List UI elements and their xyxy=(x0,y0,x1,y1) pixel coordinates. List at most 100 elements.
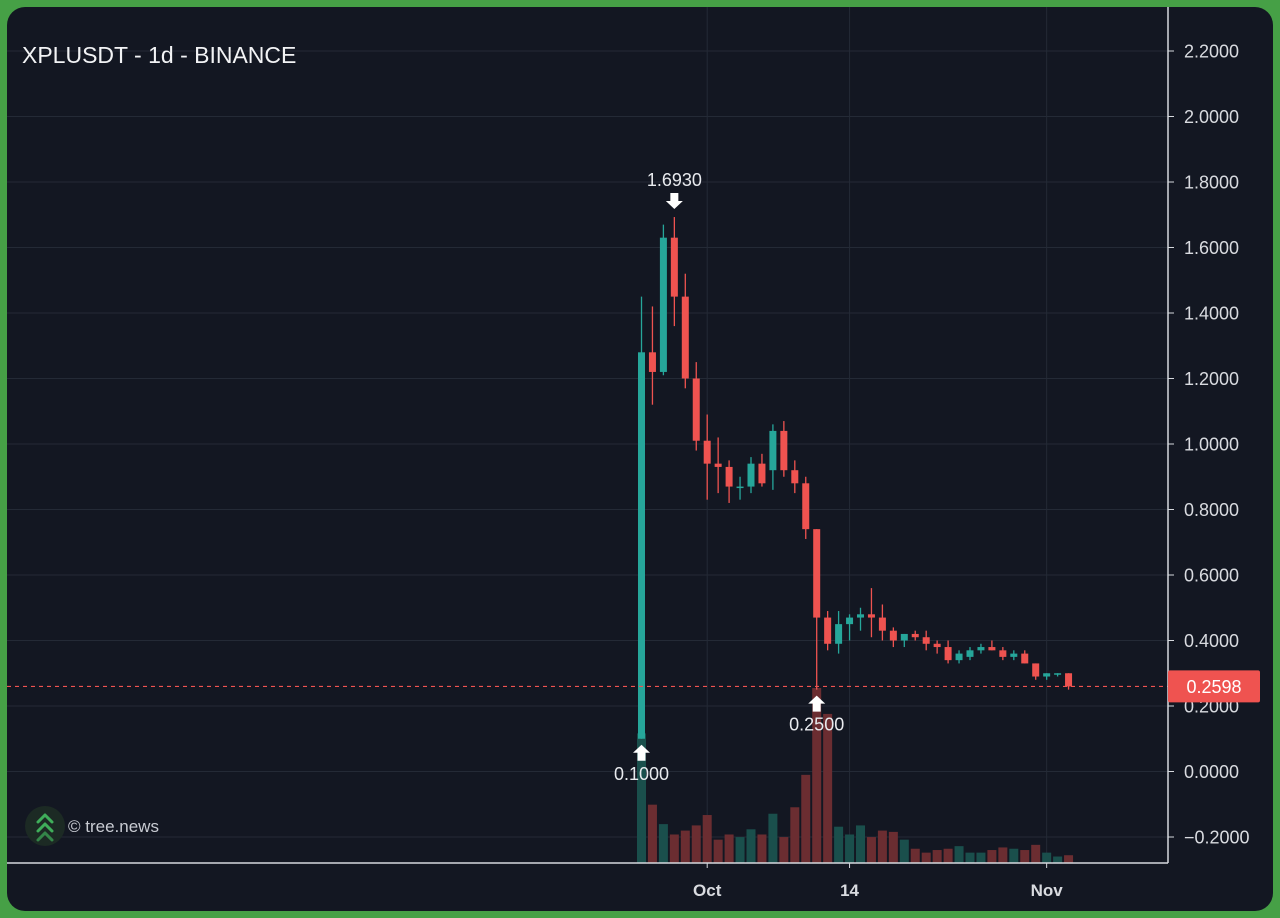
candle-body-down xyxy=(988,647,996,651)
candle-body-up xyxy=(1043,673,1051,677)
price-tick-label: 1.8000 xyxy=(1184,173,1239,193)
price-tick-label: 0.4000 xyxy=(1184,631,1239,651)
volume-bar xyxy=(790,807,800,863)
candle-body-down xyxy=(692,378,700,441)
volume-bar xyxy=(943,848,953,863)
candle-body-down xyxy=(725,466,733,487)
price-tick-label: 1.2000 xyxy=(1184,369,1239,389)
candle-body-up xyxy=(955,653,963,661)
volume-bar xyxy=(976,852,986,863)
price-tick-label: 1.0000 xyxy=(1184,435,1239,455)
candle-body-down xyxy=(878,617,886,631)
volume-bar xyxy=(1064,855,1074,863)
candlestick-chart: 1.6930 0.1000 0.2500 2.2000 2.0000 1.8000 1… xyxy=(7,7,1260,900)
annotation-low-label: 0.2500 xyxy=(789,715,844,735)
volume-bar xyxy=(746,829,756,863)
candle-body-up xyxy=(1010,653,1018,657)
volume-bar xyxy=(856,825,865,863)
candle-body-up xyxy=(769,430,777,471)
volume-bar xyxy=(845,834,855,863)
volume-bar xyxy=(834,826,844,863)
price-tick-label: 0.0000 xyxy=(1184,762,1239,782)
time-tick-label: Oct xyxy=(693,881,722,900)
volume-bar xyxy=(1020,850,1030,863)
time-axis: Oct 14 Nov xyxy=(693,863,1063,900)
time-tick-label: Nov xyxy=(1031,881,1064,900)
volume-bar xyxy=(1031,844,1041,863)
volume-bar xyxy=(637,733,646,863)
candle-body-down xyxy=(1065,673,1073,687)
candle-body-up xyxy=(966,650,974,657)
time-tick-label: 14 xyxy=(840,881,859,900)
volume-bar xyxy=(921,852,931,863)
chart-title: XPLUSDT - 1d - BINANCE xyxy=(22,42,296,68)
price-tick-label: 0.6000 xyxy=(1184,566,1239,586)
candle-body-down xyxy=(780,430,788,471)
volume-bar xyxy=(647,804,657,863)
price-tick-label: 0.8000 xyxy=(1184,500,1239,520)
arrow-up-icon xyxy=(808,695,826,712)
volume-bar xyxy=(724,834,734,863)
volume-bar xyxy=(713,839,723,863)
candle-body-down xyxy=(911,633,919,638)
price-tick-label: 2.0000 xyxy=(1184,107,1239,127)
grid xyxy=(7,7,1168,863)
last-price-value: 0.2598 xyxy=(1186,677,1241,697)
watermark: © tree.news xyxy=(25,806,159,846)
candles xyxy=(638,217,1073,739)
candle-body-down xyxy=(703,440,711,464)
volume-bar xyxy=(998,847,1008,863)
candle-body-up xyxy=(846,617,854,625)
candle-body-down xyxy=(670,237,678,297)
price-tick-label: 1.6000 xyxy=(1184,238,1239,258)
volume-bar xyxy=(888,831,898,863)
candle-body-up xyxy=(1054,673,1062,675)
volume-bar xyxy=(691,825,701,863)
candle-body-up xyxy=(659,237,667,372)
annotation-start-label: 0.1000 xyxy=(614,764,669,784)
volume-bar xyxy=(823,713,833,863)
candle-body-up xyxy=(736,486,744,489)
last-price-badge xyxy=(1168,670,1260,703)
price-axis: 2.2000 2.0000 1.8000 1.6000 1.4000 1.2000 1.00… xyxy=(1168,42,1250,848)
candle-body-down xyxy=(681,296,689,379)
candle-body-up xyxy=(857,614,864,618)
candle-body-down xyxy=(933,643,941,648)
volume-bar xyxy=(932,850,942,863)
candle-body-down xyxy=(824,617,832,644)
price-tick-label: −0.2000 xyxy=(1184,828,1250,848)
volume-bar xyxy=(702,815,712,863)
candle-body-down xyxy=(758,463,766,484)
candle-body-down xyxy=(867,614,875,618)
candle-body-up xyxy=(900,633,908,641)
double-chevron-up-logo-icon xyxy=(36,813,54,842)
volume-bar xyxy=(812,688,822,863)
candle-body-down xyxy=(802,483,810,530)
volume-bar xyxy=(669,834,679,863)
candle-body-down xyxy=(648,352,656,372)
candle-body-down xyxy=(999,650,1007,657)
candle-body-down xyxy=(922,637,930,644)
annotations: 1.6930 0.1000 0.2500 xyxy=(614,170,844,784)
volume-bar xyxy=(965,852,975,863)
candle-body-down xyxy=(791,470,799,484)
volume-bar xyxy=(1042,852,1052,863)
price-tick-label: 1.4000 xyxy=(1184,304,1239,324)
candle-body-down xyxy=(889,630,897,641)
volume-bar xyxy=(658,824,668,863)
volume-bar xyxy=(779,837,789,863)
volume-bar xyxy=(735,837,745,863)
volume-bar xyxy=(987,850,997,863)
volume-bar xyxy=(910,848,920,863)
volume-bar xyxy=(801,774,811,863)
watermark-text: © tree.news xyxy=(68,817,159,836)
volume-bar xyxy=(1053,856,1063,863)
candle-body-up xyxy=(835,624,843,644)
volume-bar xyxy=(899,839,909,863)
candle-body-up xyxy=(747,463,755,487)
candle-body-down xyxy=(1032,663,1040,677)
candle-body-up xyxy=(638,352,645,739)
candle-body-down xyxy=(1021,653,1029,664)
volume-bar xyxy=(954,846,964,863)
volume-bar xyxy=(757,834,767,863)
